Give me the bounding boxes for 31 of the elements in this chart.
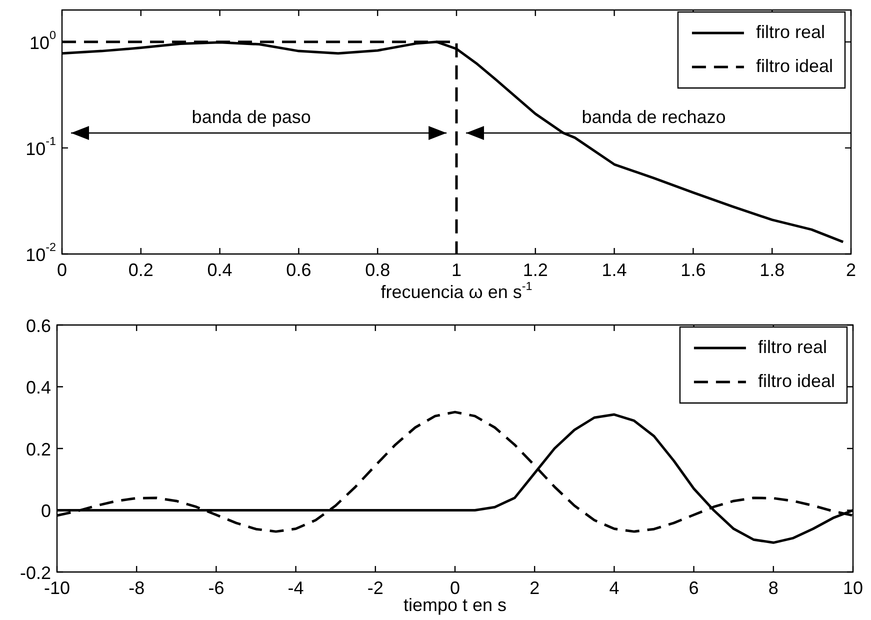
x-tick-label: 1.6	[680, 260, 706, 280]
legend-label: filtro real	[758, 336, 827, 357]
x-tick-label: 0.4	[207, 260, 232, 280]
x-tick-label: -4	[288, 578, 304, 598]
y-tick-label: 0.4	[26, 378, 52, 398]
x-tick-label: 1	[451, 260, 462, 280]
x-tick-label: 0	[450, 578, 460, 598]
x-tick-label: 2	[846, 260, 856, 280]
x-tick-label: -8	[128, 578, 145, 598]
legend-label: filtro ideal	[758, 370, 836, 391]
legend-label: filtro real	[756, 22, 825, 42]
x-axis-title: tiempo t en s	[403, 595, 507, 615]
annotation: banda de rechazo	[582, 106, 726, 127]
x-tick-label: 8	[768, 578, 778, 598]
x-tick-label: 0.6	[286, 260, 312, 280]
x-tick-label: 10	[842, 578, 864, 598]
x-tick-label: 0.8	[365, 260, 390, 280]
y-tick-label: 0	[40, 501, 52, 522]
annotation: banda de paso	[192, 106, 311, 127]
x-tick-label: 2	[530, 578, 540, 598]
x-tick-label: -2	[367, 578, 384, 598]
x-tick-label: 4	[609, 578, 620, 598]
x-tick-label: 1.2	[522, 260, 548, 280]
x-tick-label: 1.8	[760, 260, 785, 280]
x-tick-label: 1.4	[602, 260, 627, 280]
x-tick-label: 0.2	[128, 260, 154, 280]
x-tick-label: -6	[208, 578, 224, 598]
legend-label: filtro ideal	[756, 56, 834, 76]
x-tick-label: 6	[688, 578, 699, 598]
y-tick-label: 0.2	[26, 439, 52, 460]
y-tick-label: 0.6	[26, 316, 52, 336]
